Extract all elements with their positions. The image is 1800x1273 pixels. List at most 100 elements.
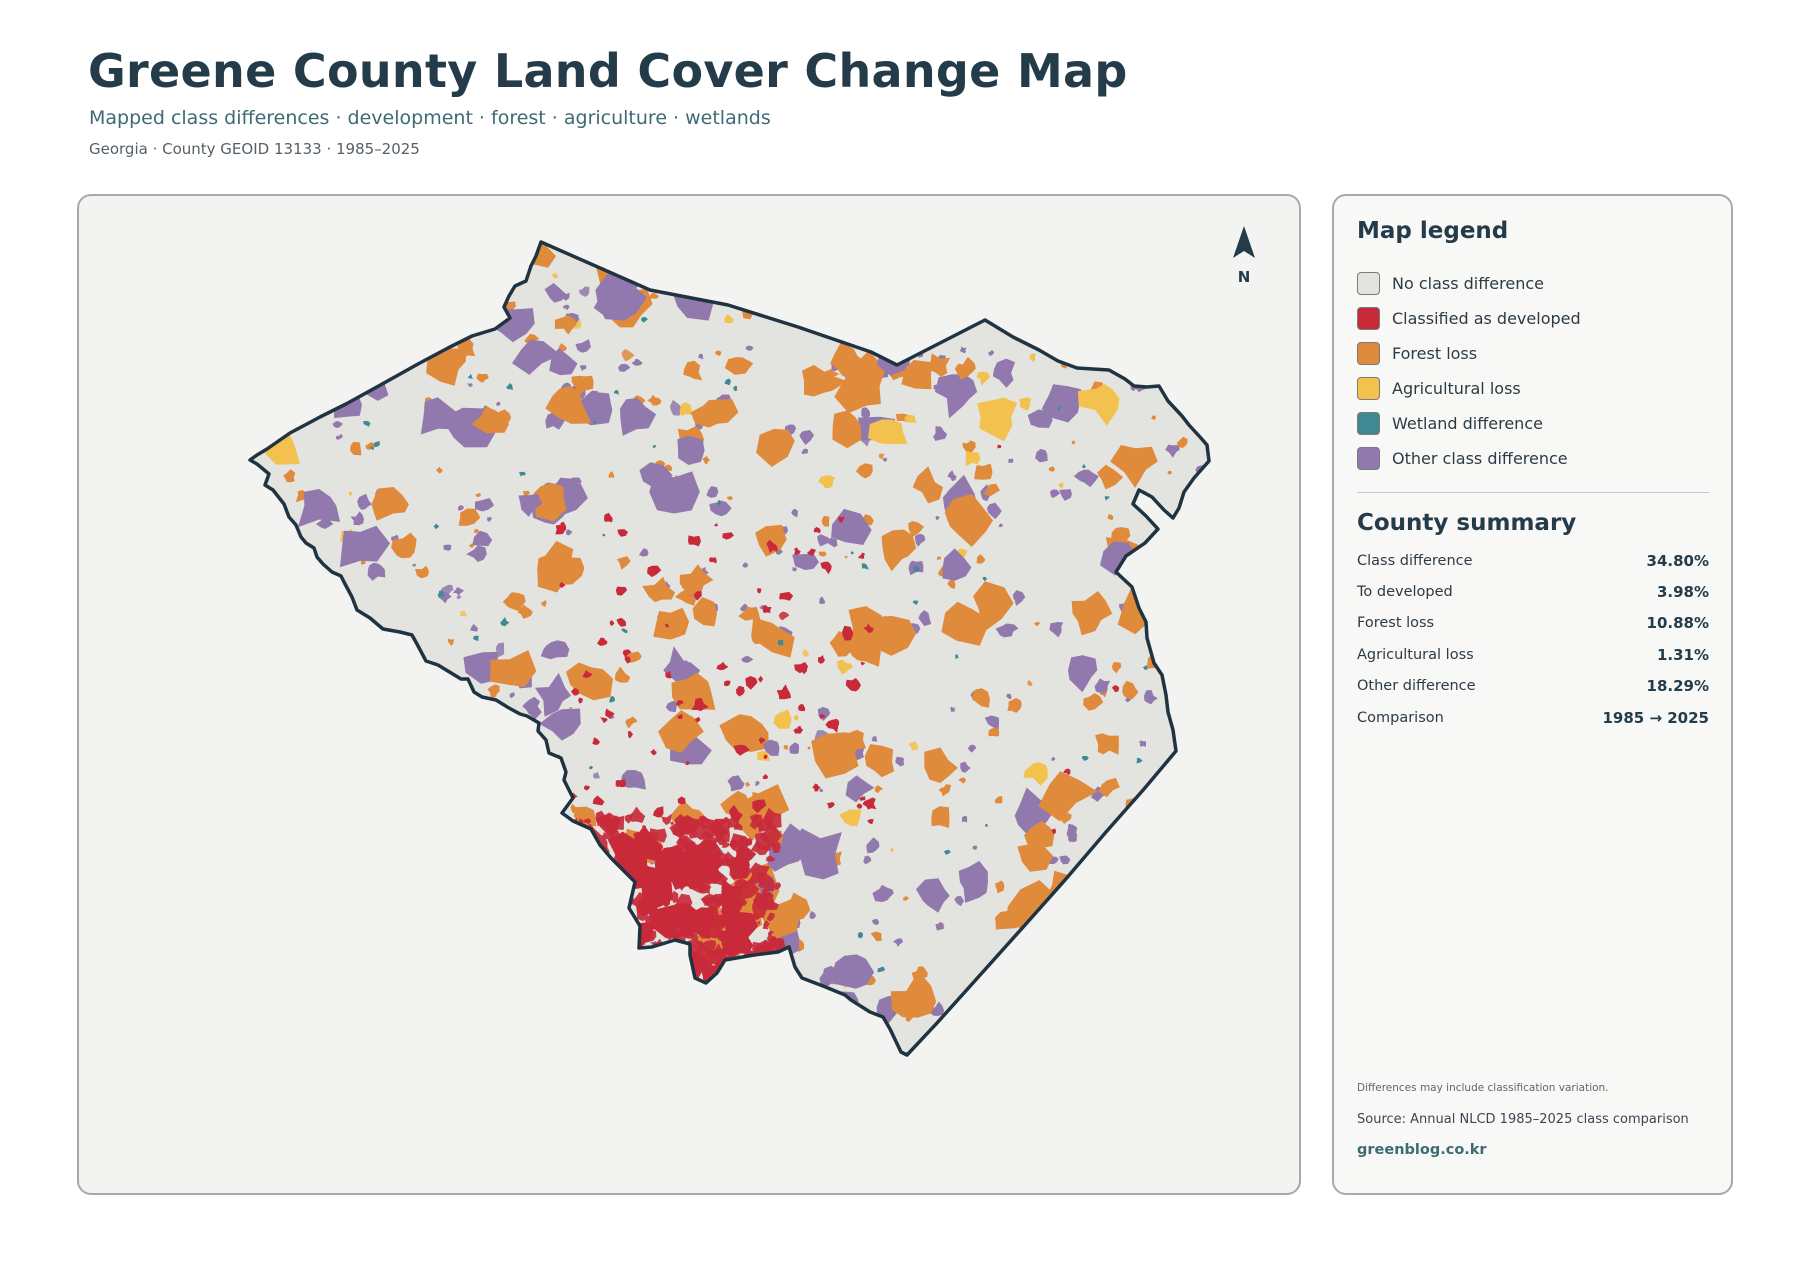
change-patch: [568, 969, 577, 976]
change-patch: [429, 303, 440, 314]
change-patch: [871, 736, 878, 742]
change-patch: [706, 486, 719, 498]
change-patch: [575, 844, 593, 867]
change-patch: [602, 1046, 620, 1055]
change-patch: [317, 787, 332, 800]
change-patch: [915, 878, 950, 913]
change-patch: [1166, 681, 1175, 689]
change-patch: [1175, 967, 1186, 980]
change-patch: [601, 896, 607, 904]
change-patch: [760, 823, 783, 850]
change-patch: [618, 1024, 623, 1029]
change-patch: [259, 787, 271, 797]
change-patch: [985, 824, 988, 827]
change-patch: [1122, 680, 1139, 700]
change-patch: [622, 649, 632, 658]
change-patch: [539, 708, 581, 741]
change-patch: [669, 1036, 681, 1045]
change-patch: [412, 253, 418, 259]
change-patch: [641, 1051, 652, 1055]
change-patch: [807, 746, 811, 750]
change-patch: [1193, 736, 1203, 745]
change-patch: [266, 768, 281, 784]
change-patch: [612, 925, 624, 936]
change-patch: [574, 1032, 584, 1041]
change-patch: [703, 1022, 723, 1041]
change-patch: [506, 383, 513, 391]
change-patch: [665, 670, 672, 679]
change-patch: [1166, 800, 1182, 817]
change-patch: [574, 948, 586, 959]
change-patch: [681, 815, 700, 835]
change-patch: [643, 959, 654, 968]
change-patch: [867, 819, 874, 824]
change-patch: [593, 772, 601, 779]
change-patch: [812, 783, 821, 792]
change-patch: [779, 591, 794, 601]
change-patch: [1040, 982, 1052, 991]
change-patch: [857, 932, 864, 939]
change-patch: [360, 331, 374, 346]
change-patch: [399, 306, 413, 324]
change-patch: [428, 255, 439, 267]
change-patch: [665, 700, 677, 712]
change-patch: [500, 617, 510, 627]
change-patch: [890, 971, 937, 1018]
change-patch: [367, 562, 386, 581]
change-patch: [558, 343, 567, 352]
change-patch: [732, 784, 790, 841]
change-patch: [453, 587, 464, 595]
change-patch: [513, 997, 520, 1003]
change-patch: [1131, 340, 1138, 346]
change-patch: [412, 253, 418, 259]
change-patch: [336, 435, 341, 440]
change-patch: [1174, 919, 1187, 932]
change-patch: [653, 607, 690, 640]
change-patch: [677, 993, 701, 1009]
change-patch: [1136, 867, 1145, 877]
change-patch: [695, 1024, 713, 1041]
summary-title: County summary: [1357, 510, 1577, 536]
change-patch: [338, 974, 344, 980]
site-link[interactable]: greenblog.co.kr: [1357, 1142, 1487, 1158]
change-patch: [918, 610, 932, 626]
change-patch: [1195, 587, 1209, 602]
change-patch: [591, 979, 596, 984]
change-patch: [674, 944, 684, 952]
change-patch: [517, 861, 538, 885]
change-patch: [423, 309, 458, 343]
change-patch: [330, 598, 346, 611]
change-patch: [763, 994, 770, 1001]
change-patch: [1080, 900, 1090, 909]
change-patch: [437, 590, 445, 597]
change-patch: [742, 1040, 753, 1049]
change-patch: [800, 270, 812, 281]
change-patch: [1143, 842, 1150, 850]
change-patch: [826, 238, 829, 241]
change-patch: [536, 988, 547, 998]
change-patch: [736, 1022, 746, 1032]
change-patch: [1195, 972, 1206, 981]
change-patch: [330, 976, 338, 985]
change-patch: [581, 889, 602, 907]
change-patch: [583, 1027, 591, 1034]
change-patch: [1164, 999, 1170, 1004]
change-patch: [253, 288, 266, 298]
change-patch: [349, 362, 364, 374]
change-patch: [697, 1058, 706, 1065]
change-patch: [328, 867, 339, 881]
change-patch: [607, 1067, 614, 1073]
change-patch: [1126, 274, 1131, 279]
change-patch: [624, 1010, 645, 1028]
change-patch: [1132, 369, 1141, 380]
change-patch: [720, 790, 750, 817]
change-patch: [641, 1049, 660, 1055]
change-patch: [253, 426, 268, 440]
change-patch: [614, 868, 620, 872]
change-patch: [283, 328, 292, 336]
change-patch: [947, 470, 957, 481]
change-patch: [576, 1065, 581, 1071]
change-patch: [1113, 353, 1129, 371]
change-patch: [591, 979, 596, 984]
change-patch: [662, 982, 670, 990]
